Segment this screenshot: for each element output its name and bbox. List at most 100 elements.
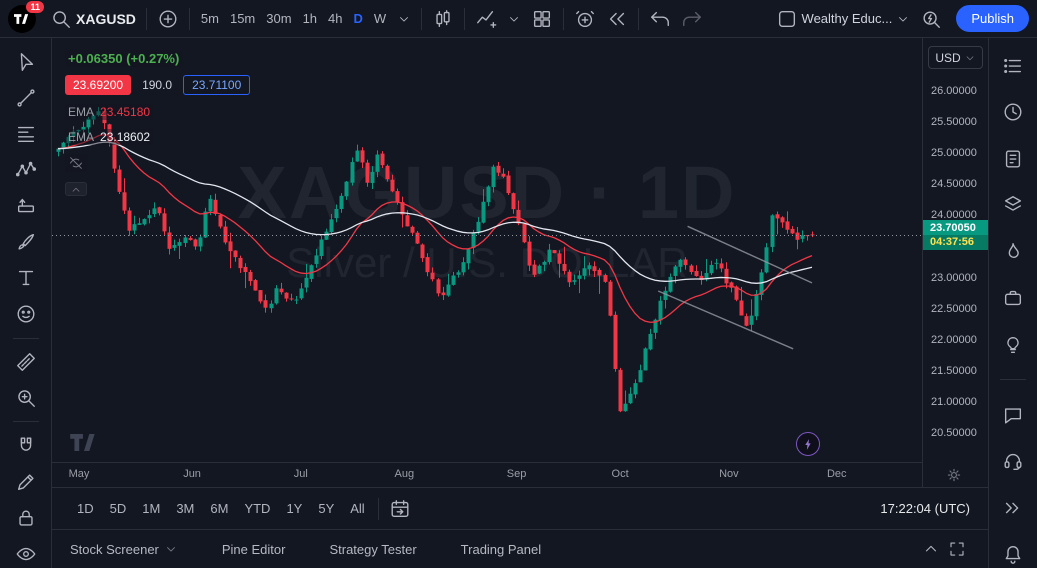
main-menu-button[interactable]: 11 [8,4,40,34]
open-panel-button[interactable] [918,537,944,561]
status-item-label: Strategy Tester [329,542,416,557]
tool-zoom-button[interactable] [11,383,41,412]
range-button-YTD[interactable]: YTD [237,497,277,520]
tool-brush-button[interactable] [11,228,41,257]
quick-search-button[interactable] [916,5,946,33]
chart-style-button[interactable] [428,5,458,33]
status-item-pine-editor[interactable]: Pine Editor [222,542,286,557]
fullscreen-button[interactable] [944,537,970,561]
interval-button-4h[interactable]: 4h [323,7,347,30]
notes-icon [1002,148,1024,170]
sidebar-alerts-clock-button[interactable] [998,98,1028,125]
sidebar-hotlists-flame-button[interactable] [998,238,1028,265]
divider [378,498,379,520]
indicator-label: EMA [68,130,94,144]
tool-fib-retracement-button[interactable] [11,120,41,149]
price-tick: 21.50000 [931,365,977,377]
status-item-trading-panel[interactable]: Trading Panel [461,542,541,557]
publish-button[interactable]: Publish [956,5,1029,32]
sidebar-object-tree-button[interactable] [998,191,1028,218]
redo-button[interactable] [677,5,707,33]
hidden-indicator-row[interactable] [65,154,87,172]
range-button-5Y[interactable]: 5Y [311,497,341,520]
text-icon [15,267,37,289]
divider [13,421,39,422]
buy-button[interactable]: 23.71100 [183,75,250,95]
time-axis-month: Oct [612,468,629,480]
interval-button-D[interactable]: D [349,7,368,30]
eye-off-icon [68,155,84,171]
chart-column: XAGUSD · 1D Silver / U.S. DOLLAR +0.0635… [52,38,988,568]
interval-button-W[interactable]: W [369,7,391,30]
layout-grid-button[interactable] [527,5,557,33]
price-tick: 23.00000 [931,272,977,284]
tool-trend-line-button[interactable] [11,84,41,113]
tool-lock-button[interactable] [11,503,41,532]
range-button-3M[interactable]: 3M [169,497,201,520]
divider [638,8,639,30]
boost-button[interactable] [796,432,820,456]
indicator-row-1[interactable]: EMA 23.18602 [65,129,153,145]
indicator-label: EMA [68,105,94,119]
status-item-label: Stock Screener [70,542,159,557]
interval-button-5m[interactable]: 5m [196,7,224,30]
status-item-strategy-tester[interactable]: Strategy Tester [329,542,416,557]
trend-line-icon [15,87,37,109]
indicator-value: 23.18602 [100,130,150,144]
range-button-1M[interactable]: 1M [135,497,167,520]
sidebar-watchlist-button[interactable] [998,52,1028,79]
sidebar-notification-bell-button[interactable] [998,541,1028,568]
sidebar-streams-button[interactable] [998,494,1028,521]
interval-dropdown-button[interactable] [393,9,415,29]
chevron-down-icon [896,12,910,26]
tool-emoji-button[interactable] [11,300,41,329]
goto-date-button[interactable] [385,495,415,523]
interval-buttons: 5m15m30m1h4hDW [196,7,391,30]
tool-xabcd-pattern-button[interactable] [11,156,41,185]
tool-cursor-button[interactable] [11,48,41,77]
indicators-button[interactable] [471,5,501,33]
time-axis-month: Jul [294,468,308,480]
tool-measure-button[interactable] [11,347,41,376]
tool-eye-button[interactable] [11,539,41,568]
range-button-6M[interactable]: 6M [203,497,235,520]
range-button-5D[interactable]: 5D [103,497,134,520]
calendar-icon [389,498,411,520]
sidebar-notes-button[interactable] [998,145,1028,172]
indicators-dropdown-button[interactable] [503,9,525,29]
compare-add-symbol-button[interactable] [153,5,183,33]
bar-replay-button[interactable] [602,5,632,33]
tool-long-position-button[interactable] [11,192,41,221]
time-axis[interactable]: MayJunJulAugSepOctNovDec [52,462,922,487]
range-button-1Y[interactable]: 1Y [279,497,309,520]
status-item-stock-screener[interactable]: Stock Screener [70,542,178,557]
divider [189,8,190,30]
tool-magnet-button[interactable] [11,431,41,460]
tradingview-watermark-logo[interactable] [70,434,98,456]
sidebar-idea-bulb-button[interactable] [998,331,1028,358]
tool-text-button[interactable] [11,264,41,293]
price-axis[interactable]: USD 26.0000025.5000025.0000024.5000024.0… [922,38,988,487]
create-alert-button[interactable] [570,5,600,33]
indicator-row-0[interactable]: EMA23.45180 [65,104,153,120]
interval-button-1h[interactable]: 1h [298,7,322,30]
undo-button[interactable] [645,5,675,33]
range-button-1D[interactable]: 1D [70,497,101,520]
range-button-All[interactable]: All [343,497,371,520]
sidebar-briefcase-button[interactable] [998,284,1028,311]
legend-collapse-button[interactable] [65,182,87,196]
sell-button[interactable]: 23.69200 [65,75,131,95]
divider [563,8,564,30]
currency-select[interactable]: USD [928,46,983,69]
quote-row: 23.69200 190.0 23.71100 [65,75,250,95]
interval-button-15m[interactable]: 15m [225,7,260,30]
sidebar-headset-button[interactable] [998,448,1028,475]
tool-edit-button[interactable] [11,467,41,496]
utc-clock[interactable]: 17:22:04 (UTC) [880,501,970,516]
interval-button-30m[interactable]: 30m [261,7,296,30]
sidebar-chat-button[interactable] [998,401,1028,428]
symbol-search-button[interactable]: XAGUSD [46,5,140,33]
layout-select-button[interactable]: Wealthy Educ... [772,5,915,33]
eye-icon [15,543,37,565]
axis-settings-button[interactable] [945,466,963,484]
